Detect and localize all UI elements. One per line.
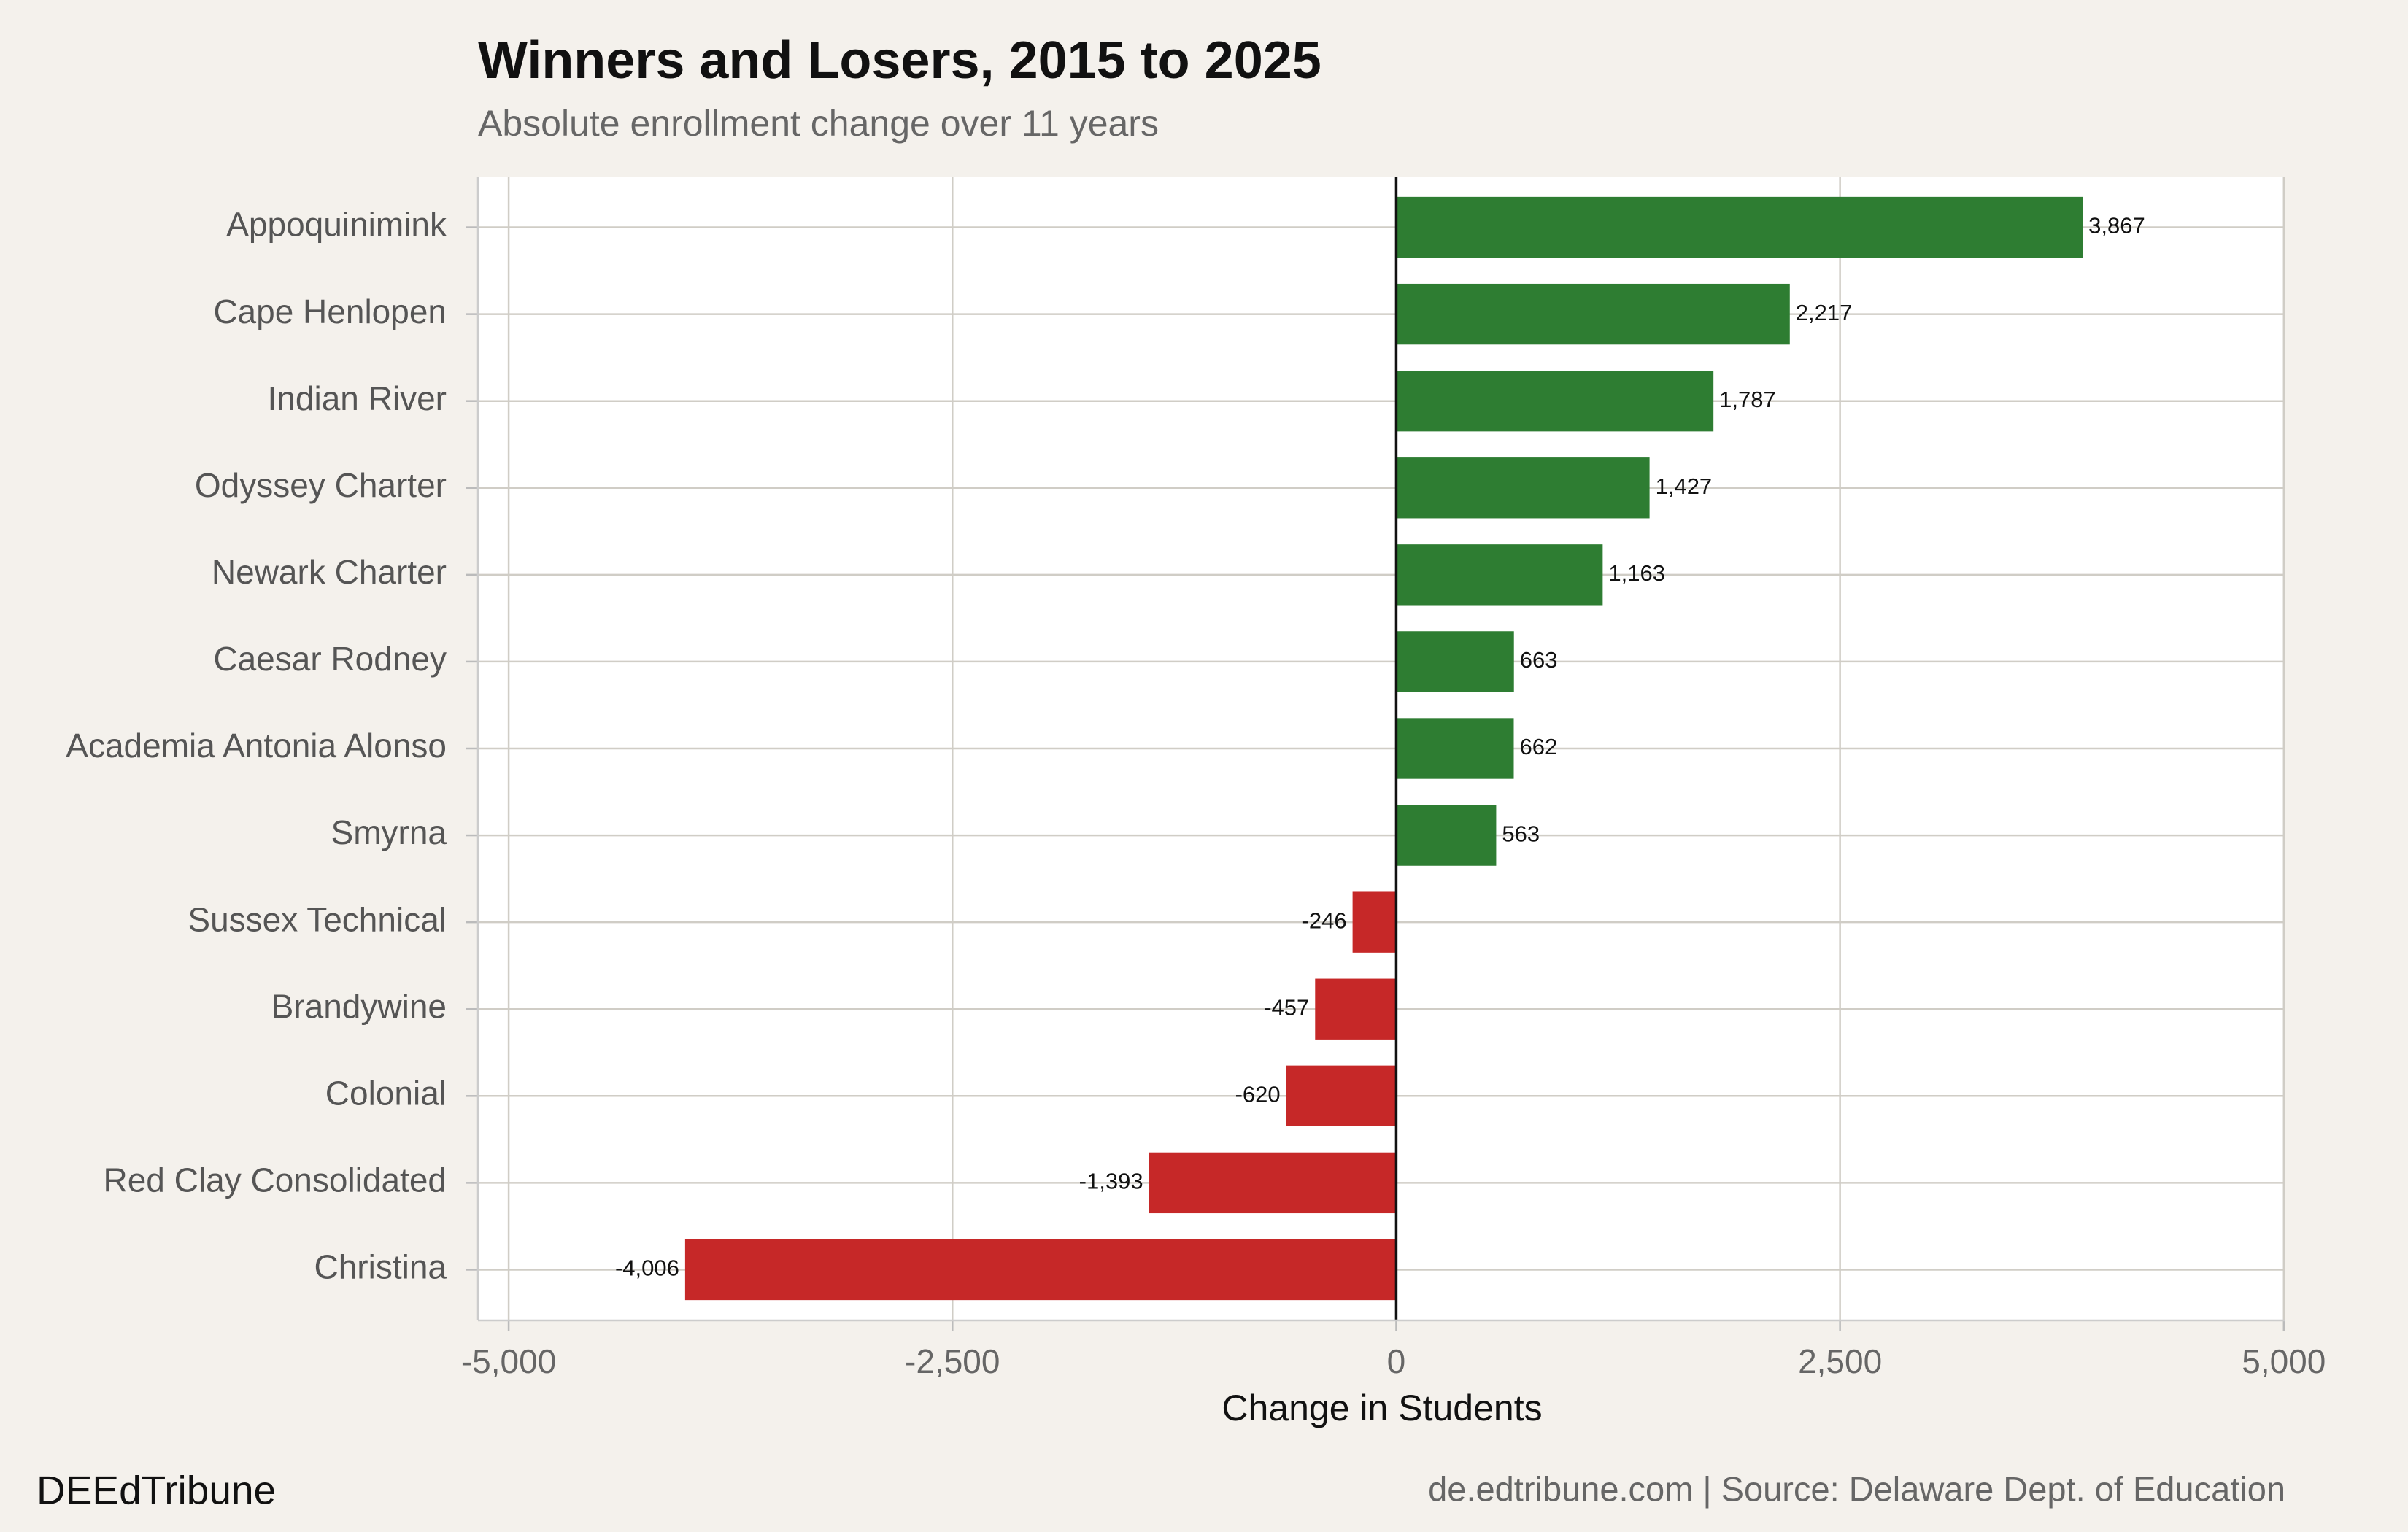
value-label: -1,393 [1079, 1169, 1143, 1194]
brand: DEEdTribune [36, 1468, 276, 1513]
y-tick-label: Academia Antonia Alonso [66, 727, 447, 765]
bar [1149, 1152, 1397, 1214]
value-label: -457 [1264, 994, 1309, 1020]
y-tick-label: Indian River [268, 379, 447, 417]
chart-title: Winners and Losers, 2015 to 2025 [478, 31, 1321, 90]
y-tick-label: Appoquinimink [226, 206, 447, 244]
x-tick-label: 5,000 [2242, 1342, 2326, 1380]
value-label: 663 [1520, 647, 1558, 673]
value-label: -246 [1302, 908, 1347, 933]
bar [684, 1239, 1397, 1301]
chart-subtitle: Absolute enrollment change over 11 years [478, 103, 1159, 144]
source-note: de.edtribune.com | Source: Delaware Dept… [1428, 1469, 2285, 1508]
x-tick-label: 2,500 [1798, 1342, 1882, 1380]
bar [1396, 544, 1603, 606]
bar [1396, 283, 1790, 345]
value-label: 662 [1519, 734, 1557, 759]
y-tick-label: Red Clay Consolidated [104, 1161, 447, 1199]
y-tick-label: Newark Charter [212, 553, 447, 591]
bar [1396, 371, 1714, 432]
x-tick-label: -5,000 [461, 1342, 556, 1380]
y-tick-label: Cape Henlopen [213, 293, 447, 330]
x-tick-label: 0 [1387, 1342, 1406, 1380]
value-label: -620 [1235, 1081, 1281, 1107]
bar [1396, 805, 1497, 866]
bar [1396, 196, 2083, 258]
bar [1396, 718, 1514, 779]
bar [1315, 978, 1397, 1040]
bar [1396, 631, 1514, 692]
value-label: 1,163 [1608, 560, 1665, 586]
marks [684, 196, 2083, 1301]
value-label: 3,867 [2088, 213, 2145, 239]
y-tick-label: Odyssey Charter [195, 466, 447, 504]
y-tick-label: Caesar Rodney [213, 640, 447, 678]
x-tick-label: -2,500 [905, 1342, 1000, 1380]
value-label: -4,006 [615, 1256, 679, 1281]
y-tick-label: Smyrna [331, 813, 447, 851]
bar [1396, 457, 1650, 519]
y-tick-label: Christina [314, 1248, 447, 1286]
y-tick-label: Colonial [325, 1074, 447, 1112]
value-label: 2,217 [1796, 300, 1853, 325]
x-axis-title: Change in Students [1222, 1388, 1542, 1428]
y-tick-label: Brandywine [271, 987, 447, 1025]
bar [1286, 1065, 1397, 1126]
value-label: 563 [1502, 821, 1540, 846]
grid [466, 177, 2285, 1331]
value-label: 1,427 [1656, 473, 1713, 499]
y-tick-label: Sussex Technical [188, 900, 447, 938]
value-label: 1,787 [1719, 387, 1776, 412]
bar [1352, 891, 1397, 953]
